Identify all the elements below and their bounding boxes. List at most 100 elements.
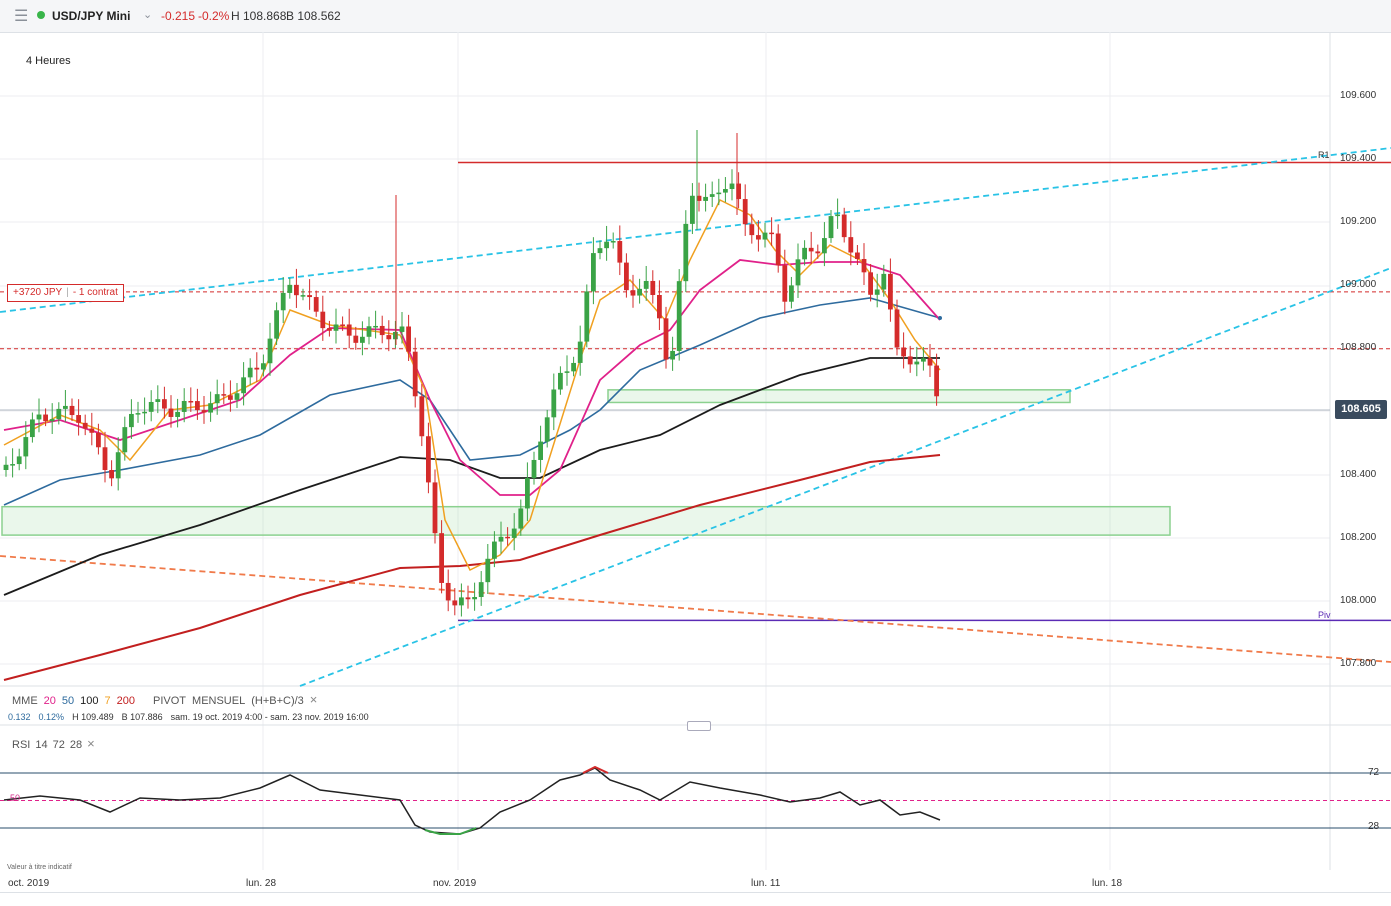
instrument-name[interactable]: USD/JPY Mini (52, 9, 131, 23)
candle-body (36, 414, 42, 420)
candle-body (624, 262, 629, 291)
y-tick-label: 109.000 (1340, 279, 1377, 290)
candle-body (353, 335, 359, 343)
candle-body (894, 309, 900, 348)
candle-body (498, 536, 504, 542)
x-tick-label: oct. 2019 (8, 878, 50, 889)
indicator-legend[interactable]: MME 20 50 100 7 200 PIVOT MENSUEL (H+B+C)/3 × (12, 692, 323, 707)
ema7-line (3, 198, 941, 572)
x-tick-label: lun. 18 (1092, 878, 1123, 889)
candle-body (670, 350, 675, 360)
ema20-label: 20 (43, 695, 56, 707)
candle-body (591, 253, 596, 292)
ema200-label: 200 (116, 695, 136, 707)
close-icon[interactable]: × (309, 692, 318, 707)
candle-body (155, 399, 161, 402)
range-dates: sam. 19 oct. 2019 4:00 - sam. 23 nov. 20… (170, 712, 369, 722)
price-chart[interactable] (0, 32, 1391, 892)
candle-body (525, 478, 530, 509)
rsi-label: RSI (12, 739, 31, 751)
candle-body (439, 533, 444, 583)
candle-body (907, 356, 913, 365)
candle-body (723, 189, 728, 193)
open-position-label[interactable]: +3720 JPY | - 1 contrat (7, 284, 124, 302)
support-zone (1, 505, 1171, 536)
candle-body (30, 419, 35, 438)
rsi-tick-label: 28 (1368, 821, 1380, 832)
candle-body (927, 358, 933, 366)
candle-body (822, 238, 827, 254)
candle-body (109, 469, 114, 479)
ema7-label: 7 (104, 695, 111, 707)
candle-body (749, 224, 755, 236)
rsi-line (3, 767, 941, 835)
close-icon[interactable]: × (87, 736, 95, 751)
candle-body (808, 247, 814, 252)
candle-body (261, 363, 266, 370)
chevron-down-icon[interactable]: ⌄ (143, 9, 153, 21)
candle-body (637, 288, 642, 296)
candle-body (848, 237, 854, 253)
candle-body (135, 413, 141, 415)
candle-body (175, 411, 180, 417)
y-tick-label: 108.800 (1340, 342, 1377, 353)
candle-body (406, 326, 411, 352)
candle-body (16, 456, 22, 465)
candle-body (294, 284, 299, 296)
candle-body (247, 367, 253, 378)
candle-body (782, 265, 788, 302)
candle-body (366, 326, 372, 337)
candle-body (610, 241, 616, 243)
candle-body (432, 482, 438, 534)
candle-body (333, 324, 339, 331)
candle-body (234, 393, 240, 400)
horizontal-levels (0, 161, 1391, 622)
candle-body (676, 281, 682, 351)
candle-body (736, 183, 741, 200)
candle-body (762, 232, 768, 240)
candle-body (162, 399, 167, 409)
upper-trendline (0, 147, 1391, 313)
candle-body (96, 432, 101, 448)
candle-body (921, 358, 926, 362)
candle-body (485, 558, 491, 583)
ema20-line (3, 259, 941, 496)
candle-body (564, 371, 570, 373)
candle-body (63, 405, 68, 409)
menu-icon[interactable]: ☰ (14, 8, 29, 25)
candle-body (214, 394, 220, 404)
candle-body (419, 396, 425, 437)
candle-body (690, 195, 695, 224)
candle-body (709, 194, 715, 197)
candle-body (518, 508, 524, 529)
candle-body (934, 365, 939, 397)
candle-body (472, 597, 477, 600)
x-tick-label: lun. 11 (751, 878, 781, 889)
moving-averages (3, 198, 942, 681)
candle-body (716, 192, 722, 195)
rsi-legend[interactable]: RSI 14 72 28 × (12, 736, 100, 751)
candle-body (181, 400, 187, 412)
y-tick-label: 109.400 (1340, 153, 1377, 164)
candle-body (459, 597, 464, 606)
indicator-values: 0.132 0.12% H 109.489 B 107.886 sam. 19 oct.… (8, 712, 377, 722)
candle-body (287, 284, 293, 293)
candle-body (492, 541, 497, 559)
candle-body (346, 324, 352, 336)
candle-body (650, 280, 656, 295)
candle-body (393, 331, 398, 340)
panel-resize-handle[interactable] (687, 721, 711, 731)
chart-grid (0, 32, 1391, 870)
candle-body (914, 361, 920, 365)
timeframe-label: 4 Heures (26, 55, 71, 67)
candle-body (307, 295, 312, 298)
last-price-tag: 108.605 (1335, 400, 1387, 419)
candle-body (630, 290, 636, 296)
candle-body (584, 291, 590, 342)
pivot-label: PIVOT (153, 695, 187, 707)
rsi-period: 14 (35, 739, 48, 751)
candle-body (195, 401, 200, 411)
support-zones (1, 389, 1171, 536)
candle-body (729, 183, 735, 190)
candle-body (861, 258, 867, 273)
